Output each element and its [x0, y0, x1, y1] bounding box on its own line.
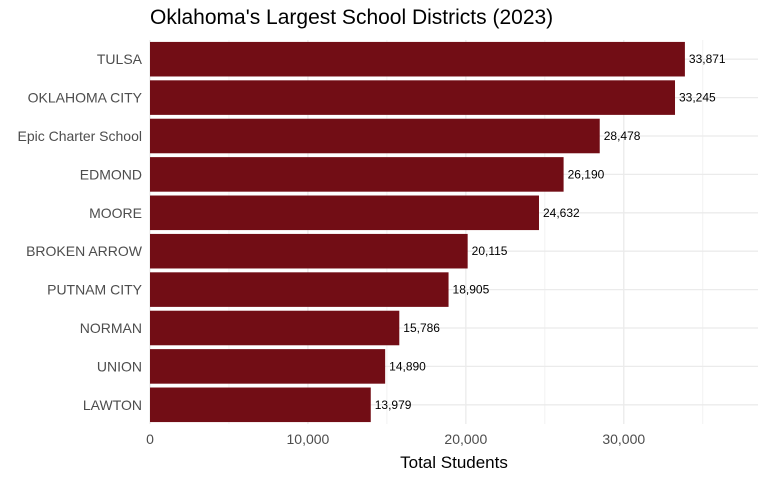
category-label: OKLAHOMA CITY — [28, 90, 143, 106]
bar — [150, 387, 371, 423]
data-label: 28,478 — [604, 129, 641, 143]
data-label: 13,979 — [375, 398, 412, 412]
x-tick-label: 30,000 — [602, 431, 645, 447]
x-tick-label: 10,000 — [287, 431, 330, 447]
category-label: LAWTON — [83, 397, 142, 413]
bar — [150, 118, 600, 154]
category-label: EDMOND — [80, 166, 142, 182]
data-label: 24,632 — [543, 206, 580, 220]
category-labels: TULSA OKLAHOMA CITY Epic Charter School EDM… — [17, 51, 142, 413]
x-tick-label: 0 — [146, 431, 154, 447]
bar — [150, 195, 539, 231]
x-tick-label: 20,000 — [444, 431, 487, 447]
data-label: 26,190 — [568, 167, 605, 181]
data-label: 33,245 — [679, 91, 716, 105]
data-label: 14,890 — [389, 359, 426, 373]
data-label: 20,115 — [472, 244, 508, 258]
bar — [150, 349, 386, 384]
bar — [150, 157, 564, 192]
bar — [150, 310, 400, 346]
category-label: NORMAN — [80, 320, 142, 336]
category-label: MOORE — [89, 205, 142, 221]
chart-title: Oklahoma's Largest School Districts (202… — [150, 6, 554, 29]
category-label: PUTNAM CITY — [47, 282, 143, 298]
x-axis-title: Total Students — [400, 453, 508, 472]
category-label: BROKEN ARROW — [26, 243, 143, 259]
data-label: 15,786 — [403, 321, 440, 335]
data-label: 18,905 — [453, 283, 490, 297]
data-labels: 33,871 33,245 28,478 26,190 24,632 20,115 18,9… — [375, 52, 726, 412]
bar — [150, 41, 685, 77]
bars — [150, 41, 685, 423]
x-tick-labels: 0 10,000 20,000 30,000 — [146, 431, 645, 447]
category-label: Epic Charter School — [17, 128, 142, 144]
data-label: 33,871 — [689, 52, 726, 66]
category-label: TULSA — [97, 51, 143, 67]
bar — [150, 233, 468, 269]
category-label: UNION — [97, 358, 142, 374]
bar — [150, 80, 676, 115]
bar — [150, 272, 449, 307]
